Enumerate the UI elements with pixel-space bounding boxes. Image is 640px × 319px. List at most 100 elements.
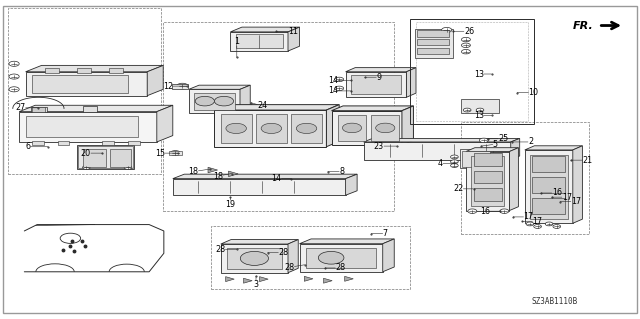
Text: 17: 17 [513,212,534,221]
Circle shape [9,61,19,66]
Bar [221,114,252,143]
Text: 26: 26 [453,27,474,36]
Circle shape [442,27,452,33]
Text: 15: 15 [155,149,178,158]
Text: 16: 16 [480,207,500,216]
Circle shape [335,86,344,91]
Bar [474,171,502,183]
Circle shape [124,166,132,169]
Bar [332,111,402,145]
Bar [19,112,157,142]
Bar [163,22,394,211]
Polygon shape [402,106,413,145]
Text: 28: 28 [325,263,346,272]
Text: 18: 18 [212,172,232,181]
Text: 22: 22 [453,184,474,193]
Bar [32,141,44,145]
Bar [172,84,188,89]
Bar [194,93,235,110]
Circle shape [476,108,484,112]
Bar [32,107,45,112]
Bar [291,114,322,143]
Bar [227,248,282,269]
Text: 3: 3 [253,276,259,289]
Bar [31,107,47,112]
Circle shape [195,96,214,106]
Bar [83,106,97,112]
Polygon shape [346,174,357,195]
Bar [58,141,69,145]
Polygon shape [214,105,339,110]
Text: 14: 14 [328,86,351,95]
Bar [462,151,490,167]
Polygon shape [509,148,518,211]
Circle shape [342,123,362,133]
Text: 14: 14 [271,174,291,183]
Bar [417,30,449,37]
Circle shape [451,160,458,164]
Bar [306,248,376,268]
Bar [45,68,59,73]
Bar [189,89,240,113]
Bar [77,68,91,73]
Text: 27: 27 [15,103,38,112]
Bar [109,68,123,73]
Polygon shape [173,174,357,179]
Bar [230,32,288,51]
Bar [530,155,568,219]
Text: 25: 25 [488,134,508,143]
Bar [214,110,326,147]
Text: 19: 19 [225,197,236,209]
Bar [211,226,410,289]
Bar [221,244,288,273]
Text: 1: 1 [234,37,239,57]
Circle shape [261,123,282,133]
Bar [410,19,534,124]
Polygon shape [240,85,250,113]
Circle shape [534,225,541,228]
Bar [415,29,453,58]
Text: 2: 2 [512,137,533,146]
Polygon shape [406,68,416,97]
Bar [346,72,406,97]
Circle shape [318,251,344,264]
Polygon shape [19,105,173,112]
Text: 9: 9 [365,73,381,82]
Polygon shape [346,68,416,72]
Bar [128,141,140,145]
Circle shape [451,164,458,167]
Text: 13: 13 [474,70,492,78]
Circle shape [170,151,180,156]
Polygon shape [525,146,582,150]
Bar [371,115,399,141]
Circle shape [9,87,19,92]
Text: 17: 17 [522,217,543,226]
Bar [417,39,449,45]
Bar [471,156,504,206]
Bar [32,75,128,93]
Text: 17: 17 [552,193,572,202]
Text: 7: 7 [371,229,388,238]
Text: SZ3AB1110B: SZ3AB1110B [531,297,577,306]
Text: 28: 28 [268,248,289,257]
Polygon shape [466,148,518,152]
Bar [474,153,502,166]
Circle shape [468,209,477,213]
Bar [532,156,565,172]
Bar [461,99,499,113]
Bar [417,48,449,54]
Bar [83,149,106,167]
Circle shape [461,37,470,42]
Bar [77,145,134,169]
Text: 23: 23 [374,142,397,151]
Bar [525,150,573,223]
Bar [416,22,528,121]
Bar [26,116,138,137]
Text: 5: 5 [481,140,498,149]
Text: 21: 21 [571,156,593,165]
Bar [300,244,383,272]
Polygon shape [230,27,300,32]
Circle shape [296,123,317,133]
Bar [110,149,131,167]
Circle shape [9,74,19,79]
